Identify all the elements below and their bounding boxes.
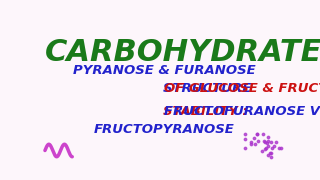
Point — [243, 133, 248, 136]
Point — [253, 142, 258, 145]
Point — [261, 140, 266, 143]
Point — [268, 141, 273, 143]
Point — [265, 154, 270, 157]
Point — [243, 138, 248, 141]
Point — [274, 140, 279, 143]
Point — [277, 147, 282, 149]
Point — [260, 132, 266, 135]
Text: OF GLUCOSE & FRUCTOSE: OF GLUCOSE & FRUCTOSE — [164, 82, 320, 95]
Point — [254, 133, 260, 136]
Text: STRUCTURE: STRUCTURE — [163, 82, 256, 95]
Point — [262, 147, 267, 150]
Point — [266, 140, 271, 142]
Point — [251, 136, 256, 139]
Point — [263, 141, 268, 144]
Point — [264, 142, 269, 145]
Point — [271, 144, 276, 147]
Point — [278, 147, 284, 150]
Point — [269, 147, 274, 150]
Point — [266, 144, 271, 147]
Point — [255, 139, 260, 142]
Point — [249, 142, 254, 145]
Point — [243, 147, 248, 150]
Text: PYRANOSE & FURANOSE: PYRANOSE & FURANOSE — [73, 64, 255, 77]
Text: FRUCTOPYRANOSE: FRUCTOPYRANOSE — [94, 123, 234, 136]
Point — [263, 147, 268, 150]
Point — [266, 136, 271, 139]
Text: FRUCTOFURANOSE VS: FRUCTOFURANOSE VS — [164, 105, 320, 118]
Point — [268, 156, 273, 159]
Point — [268, 151, 273, 154]
Point — [248, 140, 253, 143]
Text: STABILITY :: STABILITY : — [163, 105, 252, 118]
Point — [259, 149, 264, 152]
Point — [269, 152, 274, 155]
Point — [254, 132, 260, 135]
Text: CARBOHYDRATES: CARBOHYDRATES — [45, 38, 320, 67]
